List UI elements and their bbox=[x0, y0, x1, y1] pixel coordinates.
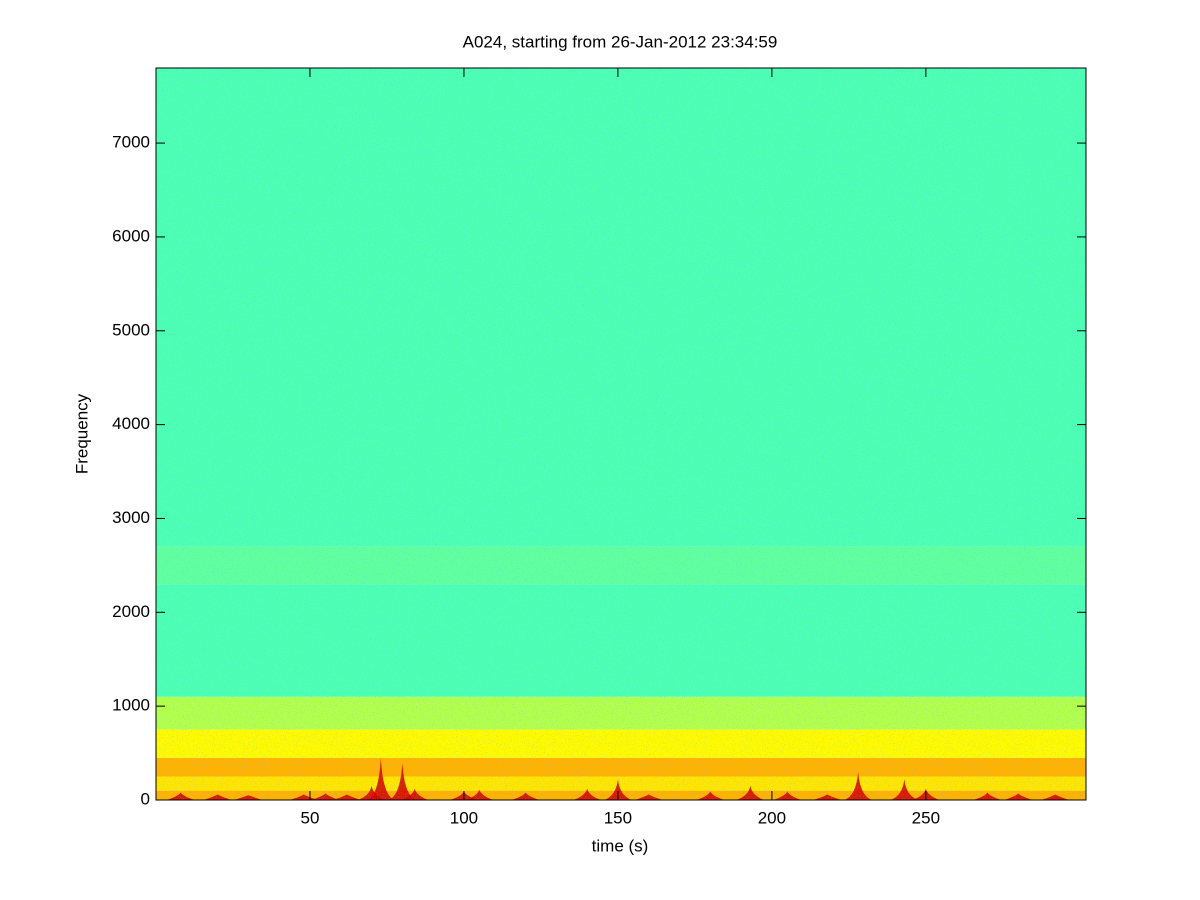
y-tick-label: 4000 bbox=[112, 414, 150, 433]
y-tick-label: 0 bbox=[141, 789, 150, 808]
plot-frame bbox=[155, 67, 1087, 801]
noise-texture bbox=[156, 68, 1086, 800]
x-tick-label: 150 bbox=[604, 808, 632, 827]
y-tick-label: 7000 bbox=[112, 133, 150, 152]
y-tick-label: 6000 bbox=[112, 226, 150, 245]
y-tick-label: 1000 bbox=[112, 696, 150, 715]
y-tick-label: 3000 bbox=[112, 508, 150, 527]
y-tick-label: 5000 bbox=[112, 320, 150, 339]
x-tick-label: 200 bbox=[758, 808, 786, 827]
chart-title: A024, starting from 26-Jan-2012 23:34:59 bbox=[463, 32, 778, 51]
x-tick-label: 50 bbox=[301, 808, 320, 827]
x-axis-label: time (s) bbox=[592, 836, 649, 855]
x-tick-label: 100 bbox=[450, 808, 478, 827]
y-axis-label: Frequency bbox=[72, 393, 91, 474]
y-tick-label: 2000 bbox=[112, 602, 150, 621]
x-tick-label: 250 bbox=[912, 808, 940, 827]
